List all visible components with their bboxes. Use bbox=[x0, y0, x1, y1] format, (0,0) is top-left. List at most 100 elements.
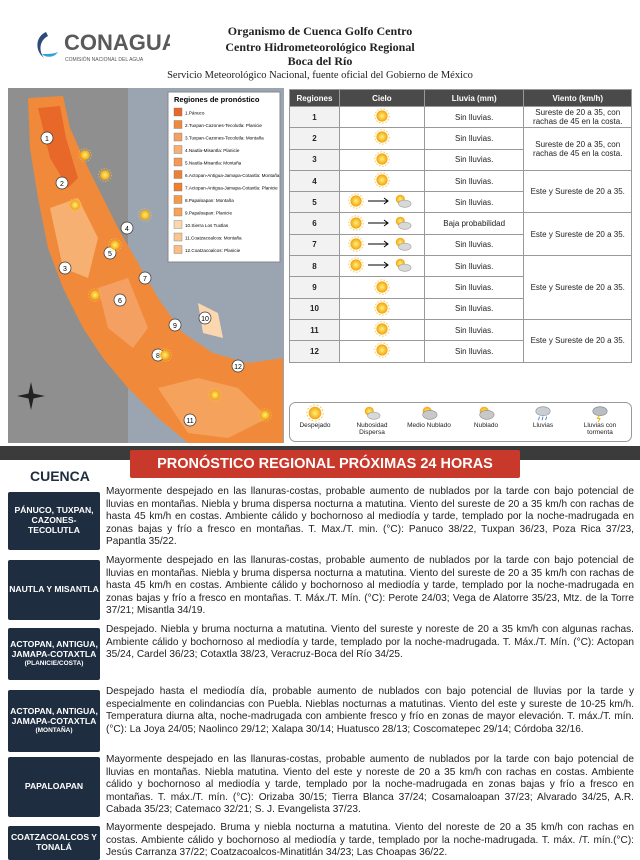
region-marker bbox=[120, 221, 134, 235]
wind-cell: Este y Sureste de 20 a 35. bbox=[523, 318, 632, 363]
arrow bbox=[367, 219, 389, 227]
basin-name: NAUTLA Y MISANTLA bbox=[9, 584, 99, 595]
sky-icons bbox=[374, 300, 390, 316]
sky-icon bbox=[374, 151, 390, 167]
region-marker bbox=[40, 131, 54, 145]
rain-cell: Sin lluvias. bbox=[423, 191, 525, 214]
rain-cell: Sin lluvias. bbox=[423, 169, 525, 193]
rain-cell: Sin lluvias. bbox=[423, 297, 525, 320]
header-line: Boca del Río bbox=[287, 54, 353, 68]
sky-legend-label: Lluvias bbox=[533, 422, 553, 429]
basin-label: ACTOPAN, ANTIGUA, JAMAPA-COTAXTLA (MONTAÑ… bbox=[8, 690, 100, 752]
basin-label: PÁNUCO, TUXPAN, CAZONES-TECOLUTLA bbox=[8, 492, 100, 550]
wind-cell: Este y Sureste de 20 a 35. bbox=[523, 255, 632, 320]
sky-icons bbox=[374, 108, 390, 124]
sky-icon bbox=[374, 342, 390, 359]
map-legend bbox=[167, 91, 281, 263]
legend-swatch bbox=[173, 245, 183, 254]
region-label: 12 bbox=[234, 364, 242, 371]
legend-item: 8.Papaloapan: Montaña bbox=[185, 198, 234, 203]
region-label: 10 bbox=[201, 316, 209, 323]
sky-icons bbox=[348, 215, 412, 231]
region-marker bbox=[183, 413, 197, 427]
region-cell: 5 bbox=[289, 191, 340, 214]
table-row: 11 Sin lluvias. Este y Sureste de 20 a 35. bbox=[289, 318, 632, 363]
sky-legend-text: Nubosidad Dispersa bbox=[356, 422, 388, 436]
rain-cell: Sin lluvias. bbox=[423, 318, 525, 342]
sky-icons bbox=[374, 151, 390, 167]
region-label: 3 bbox=[63, 266, 67, 273]
column-header: Lluvia (mm) bbox=[423, 89, 525, 107]
sky-icon bbox=[374, 321, 390, 337]
sky-cell bbox=[338, 127, 425, 150]
region-marker bbox=[113, 293, 127, 307]
legend-swatch bbox=[173, 220, 183, 229]
legend-item: 1.Pánuco bbox=[185, 111, 205, 116]
sky-legend-text: Nublado bbox=[473, 422, 499, 429]
legend-item: 7.Actopan-Antigua-Jamapa-Cotaxtla: Plani… bbox=[185, 186, 278, 191]
sky-icons bbox=[374, 278, 390, 295]
basin-label: COATZACOALCOS Y TONALÁ bbox=[8, 826, 100, 860]
sky-icons bbox=[348, 236, 412, 252]
legend-item: 3.Tuxpan-Cazones-Tecolutla: Montaña bbox=[185, 136, 264, 141]
legend-swatch bbox=[173, 207, 183, 217]
basin-label: ACTOPAN, ANTIGUA, JAMAPA-COTAXTLA (PLANIC… bbox=[8, 628, 100, 680]
region-cell: 10 bbox=[289, 297, 340, 320]
rain-cell: Sin lluvias. bbox=[423, 148, 525, 171]
logo: CONAGUA COMISIÓN NACIONAL DEL AGUA bbox=[37, 30, 170, 63]
region-cell: 6 bbox=[289, 212, 340, 235]
region-marker bbox=[231, 359, 245, 373]
region-cell: 4 bbox=[289, 169, 340, 193]
header-subline: Servicio Meteorológico Nacional, fuente … bbox=[167, 70, 473, 81]
region-marker bbox=[58, 261, 72, 275]
sky-cell bbox=[338, 212, 425, 235]
region-label: 1 bbox=[45, 136, 49, 143]
sky-icon bbox=[395, 216, 412, 230]
section-title: PRONÓSTICO REGIONAL PRÓXIMAS 24 HORAS bbox=[130, 450, 520, 478]
sky-legend-label: Lluvias con tormenta bbox=[583, 422, 617, 436]
forecast-text: Mayormente despejado en las llanuras-cos… bbox=[106, 486, 634, 548]
legend-item: 12.Coatzacoalcos: Planicie bbox=[185, 248, 241, 253]
region-marker bbox=[198, 311, 212, 325]
legend-item: 4.Nautla-Misantla: Planicie bbox=[185, 148, 240, 153]
region-label: 9 bbox=[173, 323, 177, 330]
sky-cell bbox=[338, 318, 425, 342]
region-label: 7 bbox=[143, 276, 147, 283]
legend-item: 6.Actopan-Antigua-Jamapa-Cotaxtla: Monta… bbox=[185, 173, 280, 178]
sky-icon bbox=[374, 278, 390, 295]
legend-item: 10.Sierra Los Tuxtlas bbox=[185, 223, 229, 228]
rain-cell: Baja probabilidad bbox=[423, 212, 525, 235]
forecast-text: Despejado. Niebla y bruma nocturna a mat… bbox=[106, 624, 634, 661]
basin-name: COATZACOALCOS Y TONALÁ bbox=[10, 832, 98, 852]
sky-legend-text: Lluvias con tormenta bbox=[583, 422, 617, 436]
forecast-text: Mayormente despejado en las llanuras-cos… bbox=[106, 555, 634, 617]
region-cell: 2 bbox=[289, 127, 340, 150]
sky-cell bbox=[338, 148, 425, 171]
sky-legend-label: Despejado bbox=[299, 422, 331, 429]
legend-item: 9.Papaloapan: Planicie bbox=[185, 211, 232, 216]
sky-icon bbox=[374, 129, 390, 146]
sky-legend-label: Nublado bbox=[473, 422, 499, 429]
region-label: 4 bbox=[125, 226, 129, 233]
sky-icons bbox=[374, 172, 390, 188]
sky-cell bbox=[338, 191, 425, 214]
region-area bbox=[98, 278, 148, 348]
table-row: 7 Sin lluvias. bbox=[289, 233, 632, 257]
sky-icon bbox=[374, 172, 390, 188]
sky-cell bbox=[338, 340, 425, 363]
region-label: 5 bbox=[108, 251, 112, 258]
table-row: 2 Sin lluvias. Sureste de 20 a 35, con rac… bbox=[289, 127, 632, 171]
sky-icon bbox=[374, 300, 390, 316]
rain-cell: Sin lluvias. bbox=[423, 255, 525, 278]
sky-legend-text: Despejado bbox=[299, 422, 331, 429]
sky-icon bbox=[348, 257, 364, 273]
sky-cell bbox=[338, 233, 425, 257]
column-header: Viento (km/h) bbox=[523, 89, 632, 107]
rain-cell: Sin lluvias. bbox=[423, 276, 525, 299]
legend-item: 11.Coatzacoalcos: Montaña bbox=[185, 236, 242, 241]
region-cell: 11 bbox=[289, 318, 340, 342]
region-area bbox=[38, 106, 78, 188]
wind-cell: Sureste de 20 a 35, con rachas de 45 en … bbox=[523, 105, 632, 129]
region-cell: 12 bbox=[289, 340, 340, 363]
rain-cell: Sin lluvias. bbox=[423, 127, 525, 150]
